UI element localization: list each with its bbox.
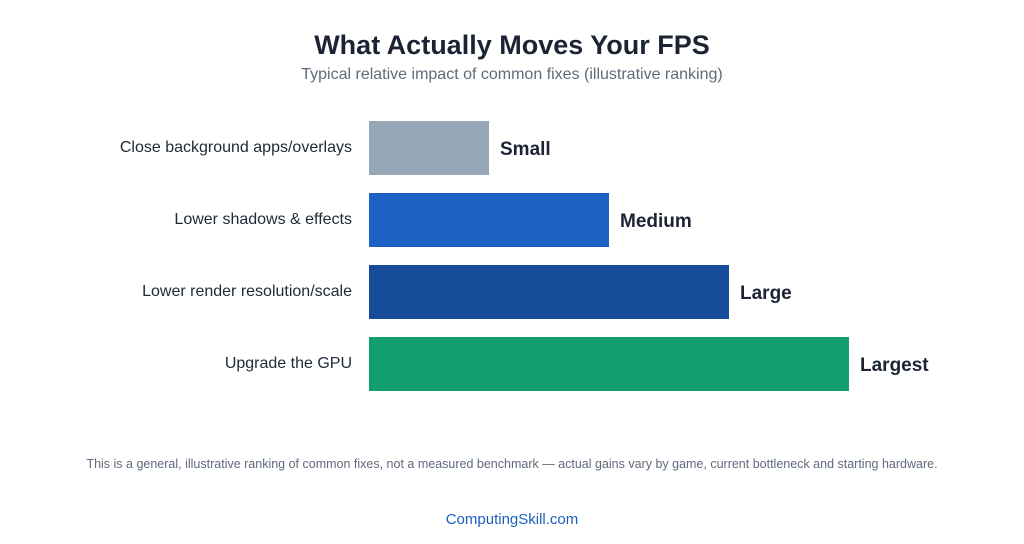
- bar-chart: Close background apps/overlays Small Lower…: [120, 121, 929, 391]
- category-label: Upgrade the GPU: [225, 355, 352, 372]
- bar-value-label: Medium: [620, 211, 692, 232]
- bar: [369, 193, 609, 247]
- chart-subtitle: Typical relative impact of common fixes …: [301, 66, 723, 83]
- bar: [369, 265, 729, 319]
- bar-value-label: Small: [500, 139, 551, 160]
- bar-value-label: Largest: [860, 355, 929, 376]
- category-label: Lower shadows & effects: [174, 211, 352, 228]
- bar-value-label: Large: [740, 283, 792, 304]
- footnote: This is a general, illustrative ranking …: [86, 457, 938, 471]
- bar: [369, 121, 489, 175]
- brand-link[interactable]: ComputingSkill.com: [445, 511, 579, 528]
- chart-title: What Actually Moves Your FPS: [314, 30, 710, 60]
- category-label: Close background apps/overlays: [120, 139, 352, 156]
- bar: [369, 337, 849, 391]
- category-label: Lower render resolution/scale: [142, 283, 352, 300]
